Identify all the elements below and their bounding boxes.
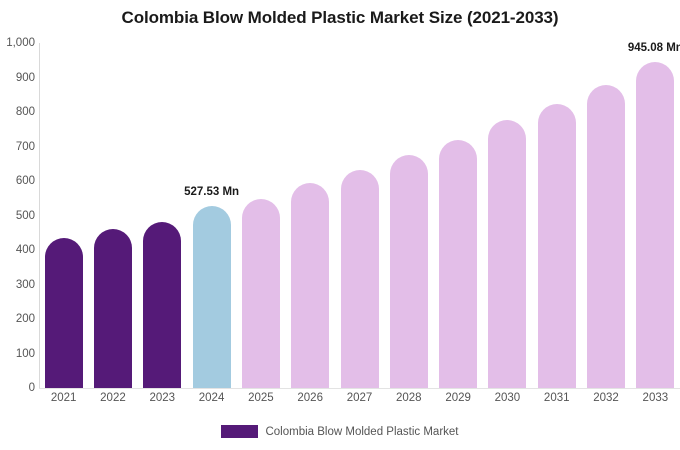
x-axis-tick-label-2024: 2024: [198, 392, 225, 404]
bar-slot: [338, 43, 382, 388]
bar-2027[interactable]: [340, 169, 379, 388]
y-axis-tick-label: 400: [15, 244, 35, 256]
bar-2031[interactable]: [537, 104, 576, 388]
y-axis-tick-label: 900: [15, 71, 35, 84]
chart-legend: Colombia Blow Molded Plastic Market: [0, 425, 680, 438]
x-axis-tick-label-2028: 2028: [396, 392, 422, 404]
bar-slot: [42, 43, 86, 388]
bar-slot: [436, 43, 480, 388]
bar-slot: [485, 43, 529, 388]
bar-2024[interactable]: [192, 206, 231, 388]
y-axis-line: [39, 43, 40, 388]
x-axis: 2021 2022 2023 2024 2025 2026 2027 2028 2029 2030…: [39, 392, 680, 414]
bar-slot: [387, 43, 431, 388]
bar-value-label-2024: 527.53 Mn: [184, 186, 240, 199]
y-axis-tick-label: 800: [15, 106, 35, 118]
legend-label: Colombia Blow Molded Plastic Market: [265, 425, 459, 438]
x-axis-tick-label-2030: 2030: [494, 392, 521, 404]
bar-2029[interactable]: [439, 139, 478, 388]
bar-2022[interactable]: [93, 228, 132, 388]
bar-2030[interactable]: [488, 119, 527, 388]
bar-2033[interactable]: [636, 61, 675, 388]
bar-slot: [140, 43, 184, 388]
plot-area: 527.53 Mn 945.08 Mn: [39, 42, 680, 388]
bar-2028[interactable]: [389, 155, 428, 388]
bar-slot: [584, 43, 628, 388]
legend-swatch: [221, 425, 259, 438]
x-axis-tick-label-2027: 2027: [346, 392, 373, 404]
bar-2021[interactable]: [44, 237, 83, 388]
x-axis-tick-label-2025: 2025: [248, 392, 274, 404]
bar-2025[interactable]: [241, 198, 280, 388]
y-axis-tick-label: 0: [28, 382, 35, 394]
y-axis-tick-label: 500: [15, 209, 35, 222]
x-axis-tick-label-2031: 2031: [543, 392, 570, 404]
bar-value-label-2033: 945.08 Mn: [627, 41, 680, 54]
x-axis-tick-label-2033: 2033: [642, 392, 669, 404]
bar-slot: [288, 43, 332, 388]
bar-slot: [91, 43, 135, 388]
x-axis-tick-label-2023: 2023: [149, 392, 176, 404]
bar-2026[interactable]: [291, 183, 330, 388]
x-axis-tick-label-2022: 2022: [100, 392, 126, 404]
y-axis: 0 100 200 300 400 500 600 700 800 900 1,000: [0, 37, 35, 394]
y-axis-tick-label: 1,000: [6, 37, 35, 49]
bar-slot: 945.08 Mn: [628, 42, 680, 388]
y-axis-tick-label: 100: [15, 347, 35, 360]
y-axis-tick-label: 200: [15, 313, 35, 325]
x-axis-tick-label-2029: 2029: [445, 392, 471, 404]
bar-slot: [535, 43, 579, 388]
x-axis-baseline: [39, 388, 680, 389]
y-axis-tick-label: 300: [15, 278, 35, 291]
bar-2023[interactable]: [143, 222, 182, 388]
x-axis-tick-label-2021: 2021: [50, 392, 77, 404]
y-axis-tick-label: 700: [15, 140, 35, 153]
bar-2032[interactable]: [587, 85, 626, 388]
bar-slot: 527.53 Mn: [184, 43, 239, 388]
bar-slot: [239, 43, 283, 388]
y-axis-tick-label: 600: [15, 175, 35, 187]
x-axis-tick-label-2026: 2026: [297, 392, 323, 404]
chart-title: Colombia Blow Molded Plastic Market Size…: [121, 8, 559, 27]
x-axis-tick-label-2032: 2032: [593, 392, 619, 404]
